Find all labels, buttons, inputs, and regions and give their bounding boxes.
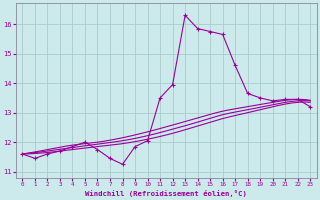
X-axis label: Windchill (Refroidissement éolien,°C): Windchill (Refroidissement éolien,°C) <box>85 190 247 197</box>
